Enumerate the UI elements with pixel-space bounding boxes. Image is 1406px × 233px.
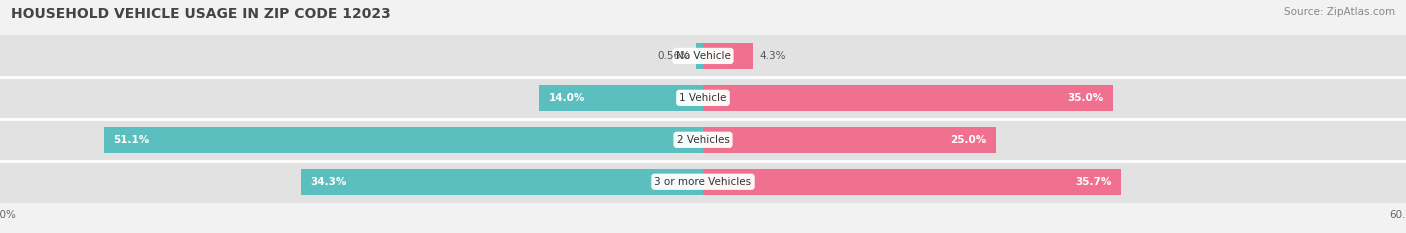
Text: 2 Vehicles: 2 Vehicles — [676, 135, 730, 145]
Text: 3 or more Vehicles: 3 or more Vehicles — [654, 177, 752, 187]
Bar — [0, 161, 1406, 203]
Bar — [703, 85, 1114, 111]
Text: HOUSEHOLD VEHICLE USAGE IN ZIP CODE 12023: HOUSEHOLD VEHICLE USAGE IN ZIP CODE 1202… — [11, 7, 391, 21]
Text: 34.3%: 34.3% — [311, 177, 347, 187]
Bar — [696, 43, 703, 69]
Text: 25.0%: 25.0% — [950, 135, 987, 145]
Bar — [104, 127, 703, 153]
Text: 35.0%: 35.0% — [1067, 93, 1104, 103]
Text: 14.0%: 14.0% — [548, 93, 585, 103]
Bar — [0, 119, 1406, 161]
Bar — [0, 35, 1406, 77]
Bar — [703, 43, 754, 69]
Text: No Vehicle: No Vehicle — [675, 51, 731, 61]
Bar — [301, 169, 703, 195]
Bar — [703, 127, 995, 153]
Text: 0.56%: 0.56% — [658, 51, 690, 61]
Text: 35.7%: 35.7% — [1076, 177, 1112, 187]
Text: Source: ZipAtlas.com: Source: ZipAtlas.com — [1284, 7, 1395, 17]
Bar — [0, 77, 1406, 119]
Bar — [703, 169, 1122, 195]
Text: 4.3%: 4.3% — [759, 51, 786, 61]
Text: 1 Vehicle: 1 Vehicle — [679, 93, 727, 103]
Bar — [538, 85, 703, 111]
Text: 51.1%: 51.1% — [114, 135, 150, 145]
